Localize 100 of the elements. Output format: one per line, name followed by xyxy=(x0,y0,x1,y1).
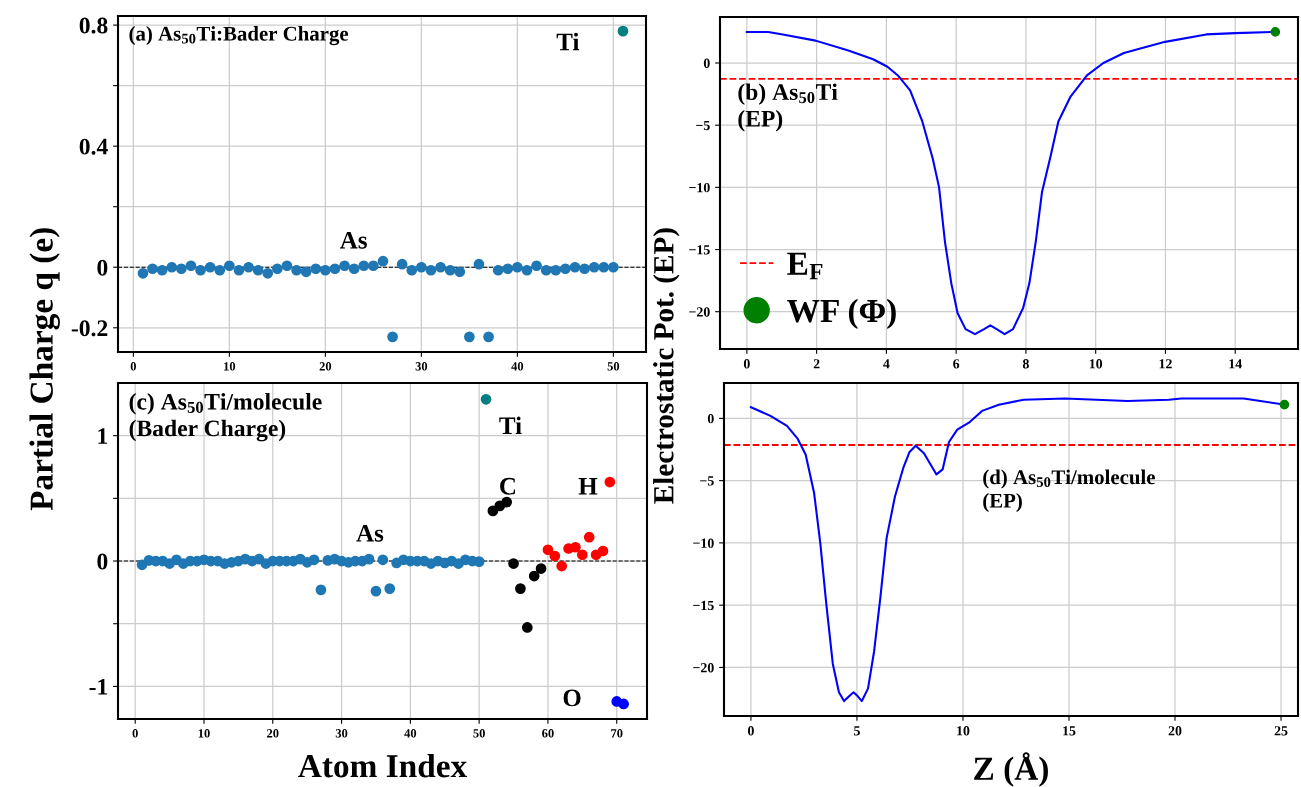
x-tick-label: 0 xyxy=(132,729,138,738)
point xyxy=(176,263,187,275)
y-axis-title: Electrostatic Pot. (EP) xyxy=(653,228,680,504)
y-tick-label: 0.8 xyxy=(79,17,108,34)
x-tick-label: 60 xyxy=(542,729,554,738)
point xyxy=(425,264,437,276)
point xyxy=(384,583,396,594)
annotation: Ti xyxy=(556,32,580,51)
point xyxy=(315,584,327,596)
point xyxy=(166,261,178,273)
y-tick-label: -0.2 xyxy=(71,320,108,337)
annotation: O xyxy=(563,689,581,707)
x-tick-label: 40 xyxy=(511,362,524,371)
text: (b) As$_{50}$Ti (EP) xyxy=(738,83,838,132)
point xyxy=(617,25,629,37)
x-tick-label: 12 xyxy=(1159,359,1172,369)
y-tick-label: −20 xyxy=(689,307,710,317)
point xyxy=(556,560,568,572)
x-tick-label: 25 xyxy=(1274,726,1288,736)
y-tick-label: −10 xyxy=(689,182,710,193)
x-tick-label: 30 xyxy=(335,729,348,738)
point xyxy=(492,264,504,276)
point xyxy=(300,266,312,278)
point xyxy=(416,261,427,273)
x-tick-label: 0 xyxy=(130,362,137,371)
point xyxy=(370,585,382,597)
legend-label: E$_{F}$ xyxy=(787,252,823,280)
x-tick-label: 10 xyxy=(198,729,210,738)
point xyxy=(528,570,540,582)
x-tick-label: 50 xyxy=(607,362,620,371)
point xyxy=(454,266,466,278)
point xyxy=(310,263,322,275)
y-tick-label: −15 xyxy=(693,600,714,611)
y-tick-label: 0 xyxy=(97,259,108,276)
y-tick-label: −15 xyxy=(689,245,710,255)
point xyxy=(214,264,226,276)
point xyxy=(535,563,547,574)
point xyxy=(308,554,320,566)
point xyxy=(368,260,379,272)
point xyxy=(464,331,475,343)
point xyxy=(576,549,588,561)
point xyxy=(377,255,389,267)
point xyxy=(291,264,302,276)
x-tick-label: 6 xyxy=(953,359,960,369)
point xyxy=(204,261,216,273)
point xyxy=(363,553,375,565)
point xyxy=(521,264,533,276)
annotation: As xyxy=(356,524,384,542)
x-tick-label: 70 xyxy=(611,729,623,738)
x-tick-label: 0 xyxy=(747,726,754,736)
y-tick-label: −5 xyxy=(700,476,714,486)
y-tick-label: -1 xyxy=(89,679,108,695)
point xyxy=(583,531,595,543)
legend-label: WF (Φ) xyxy=(787,298,896,329)
point xyxy=(339,260,350,272)
x-tick-label: 8 xyxy=(1022,359,1029,369)
annotation: C xyxy=(500,477,516,495)
point xyxy=(597,545,609,557)
point xyxy=(252,264,264,276)
point xyxy=(550,264,562,276)
point xyxy=(501,496,513,508)
point xyxy=(480,393,492,405)
point xyxy=(508,558,519,569)
point xyxy=(473,258,485,270)
point xyxy=(406,264,418,276)
point xyxy=(435,261,446,273)
point xyxy=(542,544,554,556)
point xyxy=(233,264,245,276)
point xyxy=(560,263,571,275)
y-tick-label: 0.4 xyxy=(79,138,108,155)
point xyxy=(588,261,600,273)
x-tick-label: 5 xyxy=(854,726,860,736)
y-tick-label: 0 xyxy=(703,58,710,68)
y-tick-label: −5 xyxy=(696,120,710,131)
x-tick-label: 4 xyxy=(883,359,890,369)
text: (d) As$_{50}$Ti/molecule (EP) xyxy=(983,469,1155,512)
x-tick-label: 10 xyxy=(224,362,236,371)
point xyxy=(396,258,408,270)
annotation: (c) As$_{50}$Ti/molecule (Bader Charge) xyxy=(129,393,322,442)
y-tick-label: 0 xyxy=(97,553,108,570)
point xyxy=(483,331,494,343)
point xyxy=(348,263,360,275)
annotation: Ti xyxy=(499,416,522,434)
point xyxy=(320,264,331,276)
y-axis-title: Partial Charge q (e) xyxy=(29,228,60,511)
point xyxy=(502,263,514,275)
point xyxy=(444,264,456,276)
point xyxy=(387,331,398,343)
point xyxy=(377,554,389,566)
y-tick-label: 0 xyxy=(707,413,714,424)
annotation: H xyxy=(578,478,598,495)
point xyxy=(579,263,590,275)
x-tick-label: 30 xyxy=(415,362,428,371)
x-axis-title: Z (Å) xyxy=(974,752,1048,787)
x-tick-label: 2 xyxy=(813,359,820,369)
point xyxy=(570,541,581,553)
point xyxy=(618,698,629,710)
point xyxy=(540,264,552,276)
annotation: As xyxy=(340,231,367,249)
point xyxy=(281,260,293,272)
